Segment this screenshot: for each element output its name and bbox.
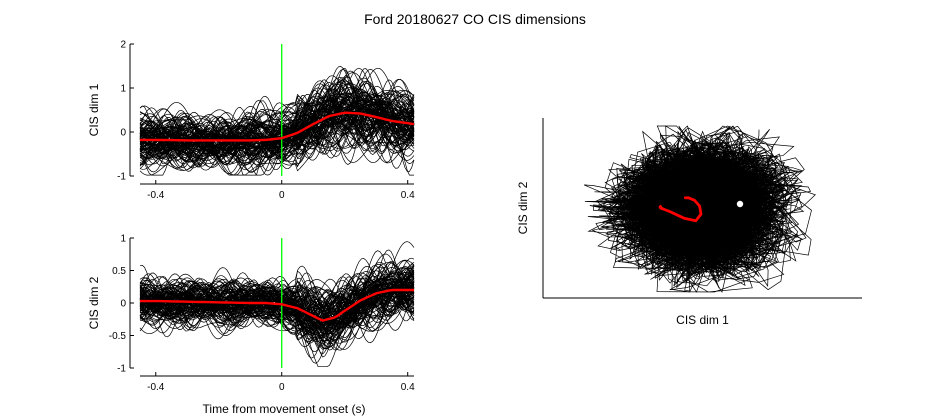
trial-trace bbox=[139, 273, 415, 364]
trial-trace bbox=[139, 98, 415, 157]
panel-cis-dim-1-time: -1 0 1 2 -0.4 0 0.4 CIS dim 1 bbox=[87, 40, 415, 202]
trial-trace bbox=[139, 292, 415, 334]
trial-trajectory bbox=[636, 187, 745, 265]
trial-trace bbox=[139, 120, 415, 154]
mean-trace bbox=[140, 111, 415, 142]
trial-trace bbox=[139, 286, 415, 325]
trial-trace bbox=[139, 277, 415, 350]
y-tick-label: -1 bbox=[117, 364, 126, 375]
trial-trace bbox=[139, 66, 415, 165]
axes: -1 -0.5 0 0.5 1 -0.4 0 0.4 bbox=[109, 234, 415, 394]
y-tick-label: 0 bbox=[120, 299, 126, 310]
x-tick-label: -0.4 bbox=[147, 382, 165, 393]
mean-trajectory bbox=[658, 196, 703, 223]
trial-trajectory bbox=[632, 154, 737, 230]
trial-trace bbox=[139, 272, 415, 327]
trial-trace bbox=[139, 105, 415, 157]
x-axis-label: Time from movement onset (s) bbox=[203, 402, 366, 416]
trial-trace bbox=[139, 264, 415, 308]
y-axis-label: CIS dim 1 bbox=[87, 83, 101, 136]
y-axis-label: CIS dim 2 bbox=[87, 276, 101, 329]
trial-trace bbox=[139, 93, 415, 145]
trial-trace bbox=[139, 104, 415, 162]
trial-trajectory bbox=[650, 141, 751, 200]
trial-trace bbox=[139, 106, 415, 157]
x-axis-label: CIS dim 1 bbox=[676, 313, 729, 327]
trial-trace bbox=[139, 264, 415, 336]
y-tick-label: 0.5 bbox=[112, 266, 126, 277]
trial-trajectories bbox=[583, 125, 816, 293]
y-tick-label: 1 bbox=[120, 234, 126, 245]
trial-trace bbox=[139, 281, 415, 324]
figure-title: Ford 20180627 CO CIS dimensions bbox=[364, 11, 586, 27]
trial-trace bbox=[139, 88, 415, 151]
trial-trace bbox=[139, 68, 415, 168]
trial-trace bbox=[139, 100, 415, 176]
trial-trajectory bbox=[657, 136, 784, 222]
x-tick-label: 0 bbox=[279, 190, 285, 201]
trial-trace bbox=[139, 78, 415, 172]
trial-trace bbox=[139, 88, 415, 160]
trial-trace bbox=[139, 287, 415, 326]
trial-trace bbox=[139, 290, 414, 322]
trajectory-end-marker bbox=[736, 200, 744, 208]
x-tick-label: 0.4 bbox=[401, 190, 415, 201]
trial-trajectory bbox=[623, 148, 774, 243]
y-tick-label: -0.5 bbox=[109, 331, 127, 342]
x-tick-label: 0 bbox=[279, 382, 285, 393]
trial-trace bbox=[139, 103, 415, 165]
trial-trace bbox=[139, 272, 415, 332]
panel-cis-dim-2-time: -1 -0.5 0 0.5 1 -0.4 0 0.4 CIS dim 2 Time from … bbox=[87, 234, 415, 417]
trial-trace bbox=[139, 282, 415, 329]
mean-trace bbox=[140, 288, 414, 322]
panel-state-space: CIS dim 1 CIS dim 2 bbox=[516, 118, 862, 327]
y-tick-label: -1 bbox=[117, 172, 126, 183]
axes: -1 0 1 2 -0.4 0 0.4 bbox=[117, 40, 415, 202]
x-tick-label: -0.4 bbox=[147, 190, 165, 201]
trial-trace bbox=[139, 266, 415, 327]
trial-trace bbox=[139, 278, 415, 326]
trial-trace bbox=[139, 68, 415, 168]
trial-trace bbox=[139, 95, 415, 168]
trial-trace bbox=[139, 85, 415, 170]
trial-trace bbox=[139, 100, 415, 166]
y-tick-label: 0 bbox=[120, 128, 126, 139]
trial-trajectory bbox=[621, 209, 773, 293]
trial-traces bbox=[139, 66, 415, 176]
y-tick-label: 2 bbox=[120, 40, 126, 51]
y-axis-label: CIS dim 2 bbox=[516, 181, 530, 234]
axes bbox=[542, 118, 862, 299]
x-tick-label: 0.4 bbox=[401, 382, 415, 393]
y-tick-label: 1 bbox=[120, 84, 126, 95]
